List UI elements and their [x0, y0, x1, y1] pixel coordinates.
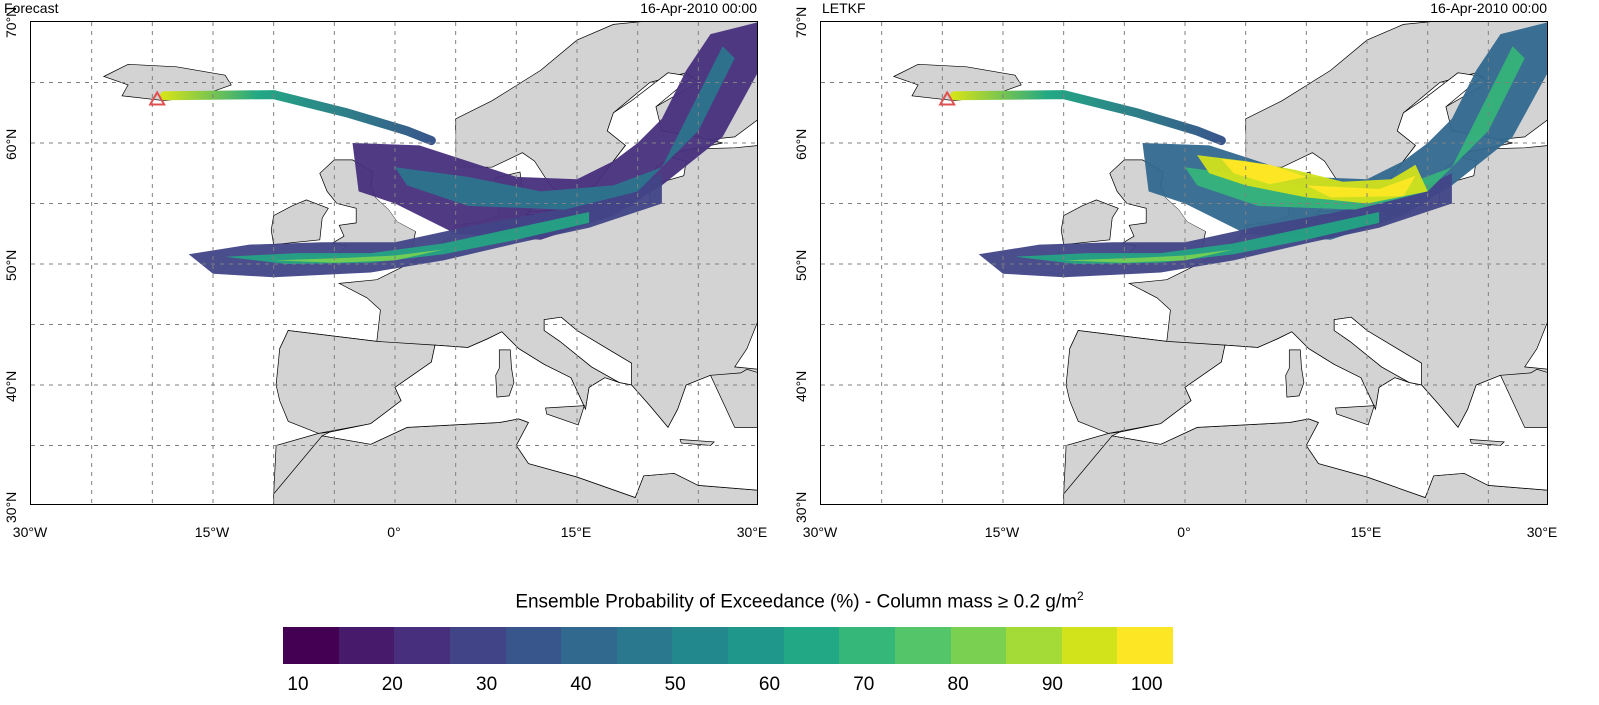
colorbar-tick-label: 100: [1130, 674, 1163, 695]
plume-jet: [949, 90, 1226, 146]
triangle-marker-icon: [938, 90, 956, 106]
plume-south-arm: [188, 173, 662, 278]
adriatic-sea: [1333, 316, 1422, 386]
colorbar-swatch: [505, 627, 562, 664]
colorbar-tick-label: 50: [664, 674, 686, 695]
plume-jet: [159, 90, 436, 146]
map-letkf: [820, 21, 1548, 505]
lat-label-30: 30°N: [3, 491, 19, 523]
land: [270, 199, 329, 245]
colorbar-title-superscript: 2: [1076, 589, 1084, 603]
colorbar-swatch: [561, 627, 617, 664]
lon-label-30e: 30°E: [736, 524, 768, 540]
colorbar-title: Ensemble Probability of Exceedance (%) -…: [0, 585, 1599, 613]
colorbar-swatch: [950, 627, 1007, 664]
plume-peak: [1306, 175, 1416, 198]
colorbar-swatch: [728, 627, 784, 664]
panel-date: 16-Apr-2010 00:00: [640, 0, 757, 16]
panel-date: 16-Apr-2010 00:00: [1430, 0, 1547, 16]
colorbar-tick-label: 60: [758, 674, 781, 695]
lon-label-30e: 30°E: [1526, 524, 1558, 540]
colorbar-swatch: [449, 627, 506, 664]
lat-label-70: 70°N: [3, 6, 19, 38]
island: [545, 405, 585, 426]
lat-label-70: 70°N: [793, 6, 809, 38]
black-sea: [1524, 322, 1547, 370]
lat-label-30: 30°N: [793, 491, 809, 523]
colorbar-tick-label: 10: [287, 674, 309, 695]
lat-label-50: 50°N: [3, 249, 19, 281]
lon-label-0: 0°: [1177, 524, 1191, 540]
colorbar-swatch: [283, 627, 339, 664]
colorbar-tick-label: 70: [853, 674, 875, 695]
colorbar-swatch: [338, 627, 395, 664]
land: [1060, 199, 1119, 245]
colorbar-swatch: [1117, 627, 1173, 664]
colorbar-tick-label: 80: [947, 674, 969, 695]
plume-peak: [1221, 158, 1307, 185]
lon-label-15w: 15°W: [194, 524, 230, 540]
colorbar-tick-label: 90: [1041, 674, 1063, 695]
colorbar-swatch: [1061, 627, 1118, 664]
colorbar-swatch: [839, 627, 895, 664]
island: [1469, 439, 1505, 446]
colorbar-swatch: [672, 627, 728, 664]
lat-label-40: 40°N: [3, 370, 19, 402]
black-sea: [734, 322, 757, 370]
lon-label-30w: 30°W: [12, 524, 48, 540]
mediterranean-sea: [321, 331, 757, 498]
colorbar-tick-label: 30: [476, 674, 498, 695]
island: [1335, 405, 1375, 426]
lat-label-60: 60°N: [3, 128, 19, 160]
panel-title: Forecast: [4, 0, 59, 16]
plume-south-arm: [978, 173, 1452, 278]
island: [679, 439, 715, 446]
map-forecast-svg: [31, 22, 757, 504]
colorbar-swatch: [1006, 627, 1062, 664]
triangle-marker-icon: [148, 90, 166, 106]
lat-label-60: 60°N: [793, 128, 809, 160]
lon-label-15w: 15°W: [984, 524, 1020, 540]
lat-label-50: 50°N: [793, 249, 809, 281]
mediterranean-sea: [1111, 331, 1547, 498]
plume-south-bright: [1063, 249, 1234, 263]
lon-label-15e: 15°E: [1350, 524, 1382, 540]
lon-label-15e: 15°E: [560, 524, 592, 540]
colorbar-swatch: [616, 627, 673, 664]
panel-title: LETKF: [822, 0, 866, 16]
map-forecast: [30, 21, 758, 505]
plume-south-bright: [273, 249, 444, 263]
colorbar-tick-label: 20: [381, 674, 403, 695]
lat-label-40: 40°N: [793, 370, 809, 402]
colorbar-title-text: Ensemble Probability of Exceedance (%) -…: [515, 591, 1077, 613]
adriatic-sea: [543, 316, 632, 386]
colorbar-tick-label: 40: [570, 674, 592, 695]
lon-label-30w: 30°W: [802, 524, 838, 540]
colorbar-swatch: [894, 627, 951, 664]
map-letkf-svg: [821, 22, 1547, 504]
colorbar-swatch: [783, 627, 840, 664]
colorbar-swatch: [394, 627, 450, 664]
lon-label-0: 0°: [387, 524, 401, 540]
colorbar: [283, 627, 1173, 664]
